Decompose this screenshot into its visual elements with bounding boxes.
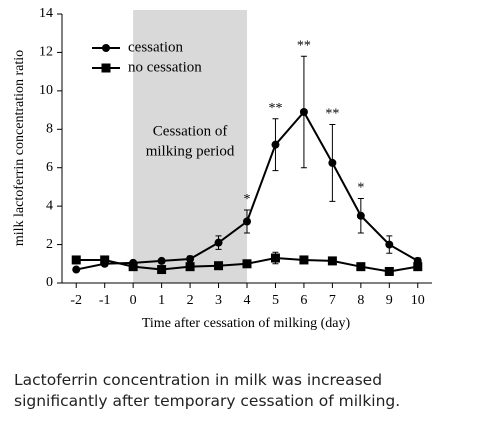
x-tick-label: 7 (329, 293, 336, 308)
data-point (299, 255, 309, 265)
chart: milk lactoferrin concentration ratio Tim… (12, 6, 432, 331)
data-point (214, 261, 224, 271)
caption: Lactoferrin concentration in milk was in… (14, 370, 494, 412)
x-tick-label: 10 (411, 293, 425, 308)
x-tick-label: 4 (244, 293, 251, 308)
data-point (185, 262, 195, 272)
x-axis-label: Time after cessation of milking (day) (142, 316, 351, 331)
y-tick-label: 0 (46, 275, 53, 290)
x-tick-label: 3 (215, 293, 222, 308)
data-point (356, 211, 365, 220)
data-point (356, 262, 366, 272)
y-tick-label: 14 (39, 6, 53, 21)
data-point (413, 262, 423, 272)
data-point (299, 107, 308, 116)
x-tick-label: 5 (272, 293, 279, 308)
data-point (100, 255, 110, 265)
x-tick-label: 8 (357, 293, 364, 308)
significance-mark: * (244, 192, 251, 207)
x-tick-label: -2 (70, 293, 82, 308)
x-tick-label: 1 (158, 293, 165, 308)
y-tick-label: 6 (46, 160, 53, 175)
y-tick-label: 4 (46, 198, 53, 213)
y-axis-label: milk lactoferrin concentration ratio (12, 50, 27, 246)
y-tick-label: 2 (46, 237, 53, 252)
data-point (328, 158, 337, 167)
data-point (270, 253, 280, 263)
shade-region (133, 10, 247, 283)
legend-label: no cessation (128, 59, 202, 75)
data-point (72, 265, 81, 274)
significance-mark: ** (268, 101, 282, 116)
data-point (214, 238, 223, 247)
y-tick-label: 12 (39, 45, 53, 60)
legend-marker (102, 44, 110, 52)
legend-marker (101, 63, 111, 73)
x-tick-label: 6 (300, 293, 307, 308)
shade-label: Cessation of (153, 123, 228, 139)
data-point (157, 256, 166, 265)
y-tick-label: 10 (39, 83, 53, 98)
data-point (271, 140, 280, 149)
data-point (71, 255, 81, 265)
data-point (384, 266, 394, 276)
data-point (385, 240, 394, 249)
legend-label: cessation (128, 39, 183, 55)
shade-label: milking period (146, 143, 235, 159)
y-tick-label: 8 (46, 122, 53, 137)
x-tick-label: 2 (187, 293, 194, 308)
data-point (128, 262, 138, 272)
data-point (327, 256, 337, 266)
significance-mark: * (357, 181, 364, 196)
x-tick-label: 0 (130, 293, 137, 308)
data-point (243, 217, 251, 226)
x-tick-label: -1 (99, 293, 111, 308)
x-tick-label: 9 (386, 293, 393, 308)
caption-line: significantly after temporary cessation … (14, 392, 401, 410)
significance-mark: ** (297, 38, 311, 53)
data-point (157, 265, 167, 275)
data-point (242, 259, 252, 269)
data-point (186, 254, 195, 263)
significance-mark: ** (325, 107, 339, 122)
caption-line: Lactoferrin concentration in milk was in… (14, 371, 383, 389)
